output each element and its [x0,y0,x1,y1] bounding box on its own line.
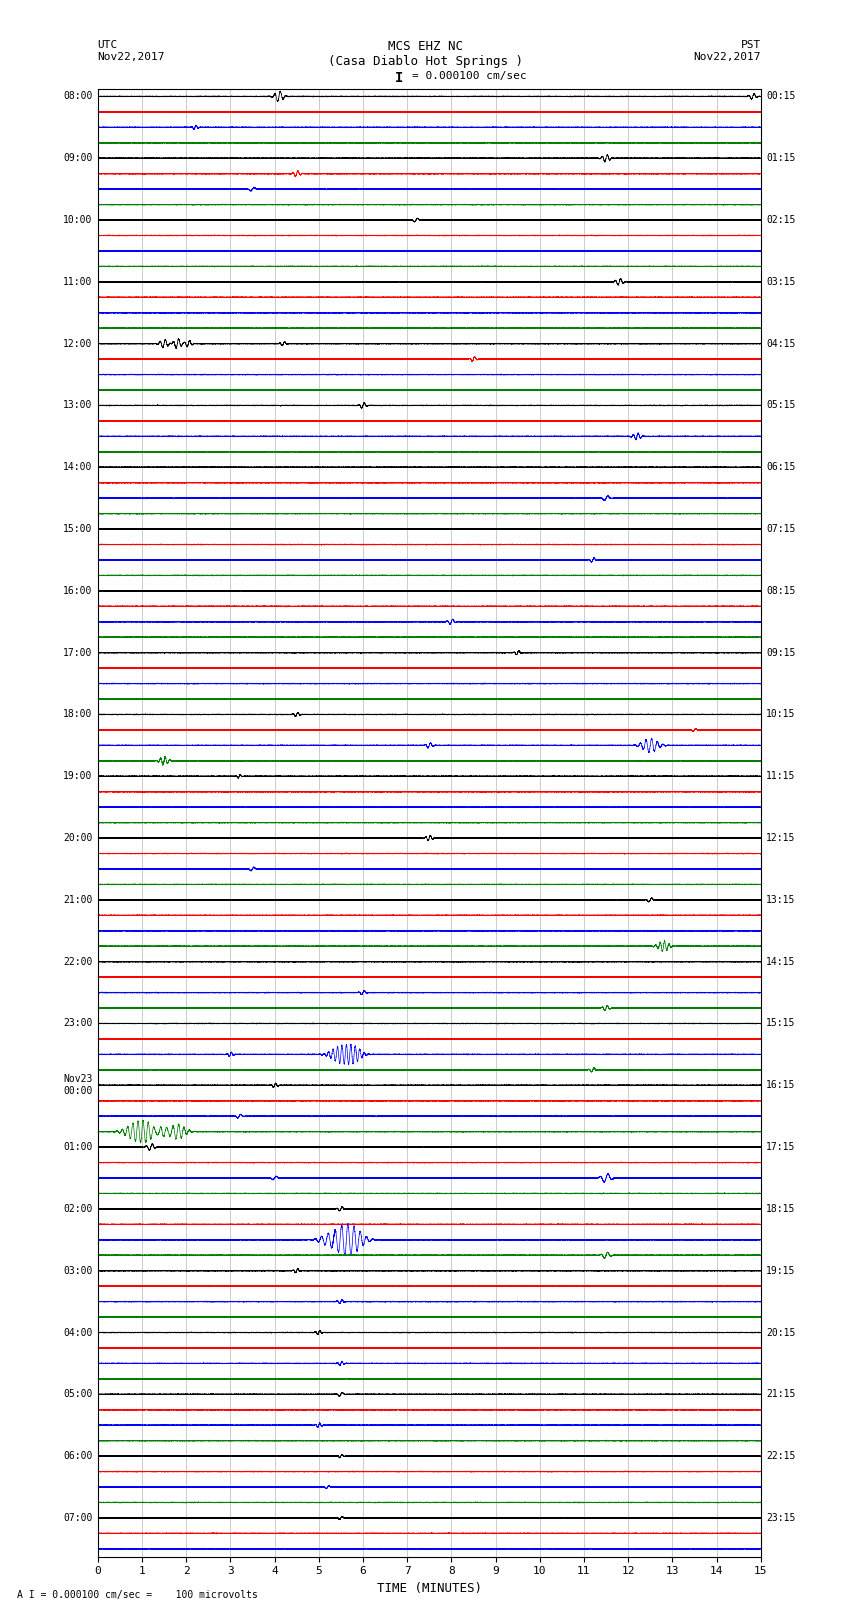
Text: 18:00: 18:00 [63,710,93,719]
Text: 15:15: 15:15 [766,1018,796,1029]
Text: MCS EHZ NC
(Casa Diablo Hot Springs ): MCS EHZ NC (Casa Diablo Hot Springs ) [327,40,523,68]
Text: 22:00: 22:00 [63,957,93,966]
Text: 06:00: 06:00 [63,1452,93,1461]
Text: 19:15: 19:15 [766,1266,796,1276]
Text: 12:15: 12:15 [766,832,796,844]
Text: 00:15: 00:15 [766,92,796,102]
Text: 16:00: 16:00 [63,586,93,595]
Text: 13:00: 13:00 [63,400,93,410]
Text: 23:15: 23:15 [766,1513,796,1523]
Text: 22:15: 22:15 [766,1452,796,1461]
Text: 12:00: 12:00 [63,339,93,348]
Text: 05:15: 05:15 [766,400,796,410]
Text: 20:15: 20:15 [766,1327,796,1337]
Text: 11:00: 11:00 [63,277,93,287]
Text: 16:15: 16:15 [766,1081,796,1090]
Text: 17:15: 17:15 [766,1142,796,1152]
Text: 03:15: 03:15 [766,277,796,287]
Text: 15:00: 15:00 [63,524,93,534]
Text: 19:00: 19:00 [63,771,93,781]
Text: 23:00: 23:00 [63,1018,93,1029]
Text: 07:00: 07:00 [63,1513,93,1523]
Text: 17:00: 17:00 [63,648,93,658]
Text: 06:15: 06:15 [766,463,796,473]
Text: 09:00: 09:00 [63,153,93,163]
Text: 02:00: 02:00 [63,1203,93,1215]
Text: 05:00: 05:00 [63,1389,93,1400]
Text: 13:15: 13:15 [766,895,796,905]
Text: I: I [395,71,404,85]
Text: 20:00: 20:00 [63,832,93,844]
Text: 01:00: 01:00 [63,1142,93,1152]
Text: 21:15: 21:15 [766,1389,796,1400]
Text: 04:00: 04:00 [63,1327,93,1337]
X-axis label: TIME (MINUTES): TIME (MINUTES) [377,1582,482,1595]
Text: 10:15: 10:15 [766,710,796,719]
Text: 07:15: 07:15 [766,524,796,534]
Text: 10:00: 10:00 [63,215,93,226]
Text: 01:15: 01:15 [766,153,796,163]
Text: A I = 0.000100 cm/sec =    100 microvolts: A I = 0.000100 cm/sec = 100 microvolts [17,1590,258,1600]
Text: = 0.000100 cm/sec: = 0.000100 cm/sec [412,71,527,81]
Text: Nov23
00:00: Nov23 00:00 [63,1074,93,1097]
Text: 11:15: 11:15 [766,771,796,781]
Text: 18:15: 18:15 [766,1203,796,1215]
Text: 09:15: 09:15 [766,648,796,658]
Text: UTC
Nov22,2017: UTC Nov22,2017 [98,40,165,61]
Text: 14:00: 14:00 [63,463,93,473]
Text: 21:00: 21:00 [63,895,93,905]
Text: 02:15: 02:15 [766,215,796,226]
Text: PST
Nov22,2017: PST Nov22,2017 [694,40,761,61]
Text: 08:00: 08:00 [63,92,93,102]
Text: 14:15: 14:15 [766,957,796,966]
Text: 03:00: 03:00 [63,1266,93,1276]
Text: 04:15: 04:15 [766,339,796,348]
Text: 08:15: 08:15 [766,586,796,595]
